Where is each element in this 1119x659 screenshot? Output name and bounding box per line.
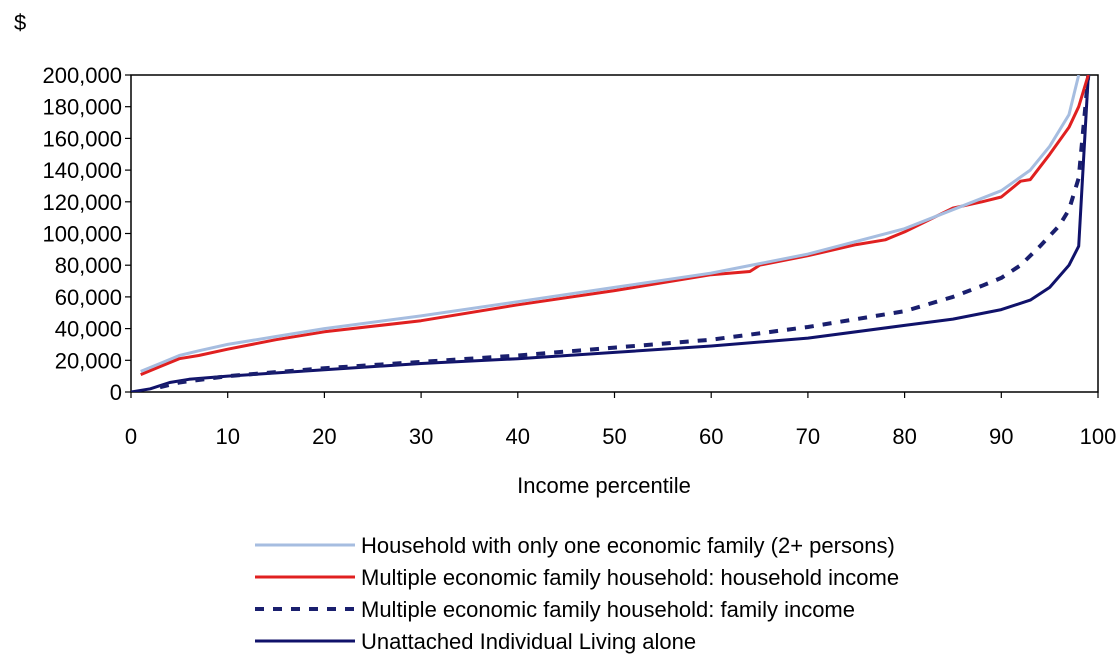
y-tick-label: 40,000 [55, 317, 122, 342]
y-tick-label: 20,000 [55, 348, 122, 373]
y-tick-label: 0 [110, 380, 122, 405]
series-line-1 [140, 75, 1081, 373]
x-axis-title: Income percentile [517, 473, 691, 498]
y-tick-label: 80,000 [55, 253, 122, 278]
y-axis: 0 20,000 40,000 60,000 80,000 100,000 120,000 1… [42, 63, 131, 405]
legend-label-4: Unattached Individual Living alone [361, 629, 696, 654]
legend-label-3: Multiple economic family household: fami… [361, 597, 855, 622]
y-tick-label: 100,000 [42, 222, 122, 247]
x-tick-label: 0 [125, 424, 137, 449]
y-tick-label: 140,000 [42, 158, 122, 183]
x-axis: 0 10 20 30 40 50 60 70 80 90 100 [125, 392, 1116, 449]
series-line-2 [140, 75, 1090, 376]
legend-label-2: Multiple economic family household: hous… [361, 565, 899, 590]
x-tick-label: 50 [602, 424, 626, 449]
series-layer [131, 75, 1091, 392]
x-tick-label: 100 [1080, 424, 1117, 449]
x-tick-label: 20 [312, 424, 336, 449]
x-tick-label: 70 [796, 424, 820, 449]
y-tick-label: 180,000 [42, 95, 122, 120]
series-line-4 [131, 75, 1090, 392]
series-line-3 [159, 75, 1091, 390]
y-tick-label: 60,000 [55, 285, 122, 310]
x-tick-label: 60 [699, 424, 723, 449]
x-tick-label: 10 [215, 424, 239, 449]
x-tick-label: 80 [892, 424, 916, 449]
plot-area [130, 74, 1099, 393]
y-tick-label: 200,000 [42, 63, 122, 88]
y-tick-label: 120,000 [42, 190, 122, 215]
legend: Household with only one economic family … [255, 533, 899, 654]
x-tick-label: 30 [409, 424, 433, 449]
y-tick-label: 160,000 [42, 126, 122, 151]
legend-label-1: Household with only one economic family … [361, 533, 895, 558]
y-axis-title: $ [14, 10, 26, 35]
x-tick-label: 40 [506, 424, 530, 449]
x-tick-label: 90 [989, 424, 1013, 449]
